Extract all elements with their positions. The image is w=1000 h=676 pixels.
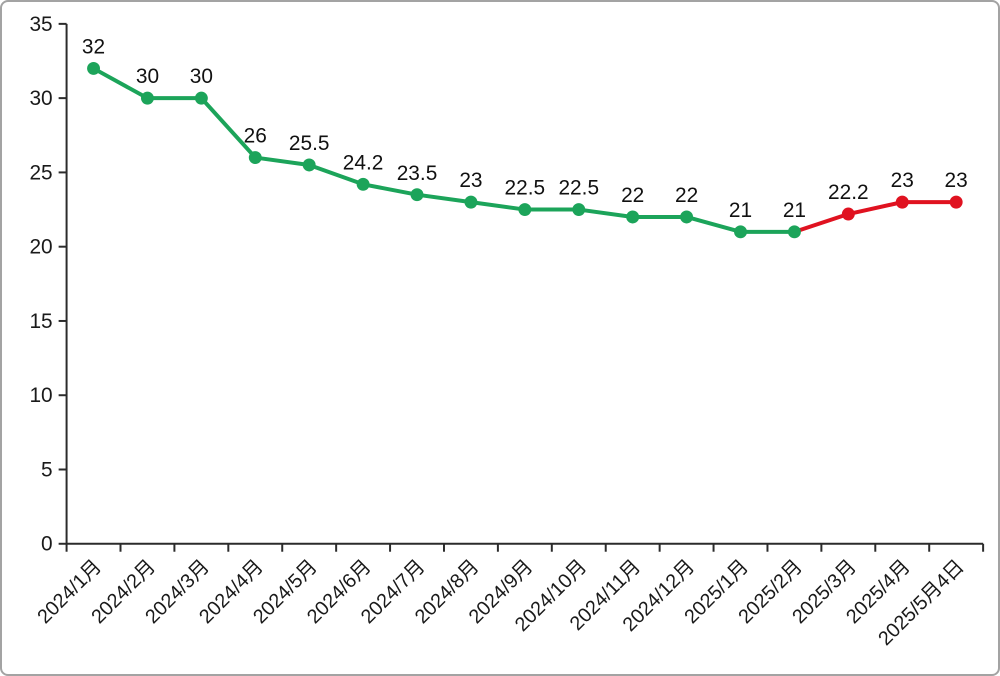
data-point-marker [734, 225, 747, 239]
data-point-label: 23 [945, 169, 968, 192]
data-point-marker [841, 207, 855, 221]
data-point-marker [949, 195, 963, 209]
y-axis-label: 30 [29, 87, 52, 110]
data-point-marker [140, 91, 154, 105]
y-axis-label: 35 [29, 13, 52, 36]
data-point-label: 22 [621, 184, 644, 207]
data-point-marker [518, 203, 532, 217]
data-point-label: 21 [783, 199, 806, 222]
data-point-marker [194, 91, 208, 105]
y-axis-label: 15 [29, 310, 52, 333]
data-point-label: 24.2 [343, 151, 384, 174]
data-point-label: 22.5 [505, 177, 546, 200]
data-point-label: 22.5 [558, 177, 599, 200]
y-axis-label: 0 [41, 533, 53, 556]
data-point-label: 22 [675, 184, 698, 207]
data-point-marker [410, 188, 424, 202]
y-axis-label: 10 [29, 384, 52, 407]
data-point-label: 30 [136, 65, 159, 88]
data-point-marker [787, 225, 801, 239]
data-point-label: 26 [244, 125, 267, 148]
data-point-label: 22.2 [828, 181, 869, 204]
data-point-label: 25.5 [289, 132, 330, 155]
data-point-label: 30 [190, 65, 213, 88]
data-point-marker [356, 177, 370, 191]
data-point-label: 32 [82, 36, 105, 59]
data-point-marker [895, 195, 909, 209]
y-axis-label: 5 [41, 458, 53, 481]
data-point-marker [680, 210, 694, 224]
data-point-marker [87, 61, 100, 75]
series-green-line [91, 66, 797, 234]
data-point-label: 23.5 [397, 162, 438, 185]
data-point-marker [626, 210, 640, 224]
series-red-line [792, 200, 959, 234]
data-point-label: 23 [459, 169, 482, 192]
y-axis-label: 20 [29, 236, 52, 259]
data-point-marker [464, 195, 478, 209]
data-point-marker [572, 203, 586, 217]
data-point-marker [248, 151, 262, 165]
y-axis-label: 25 [29, 161, 52, 184]
data-point-label: 21 [729, 199, 752, 222]
data-point-label: 23 [891, 169, 914, 192]
data-point-marker [302, 158, 316, 172]
